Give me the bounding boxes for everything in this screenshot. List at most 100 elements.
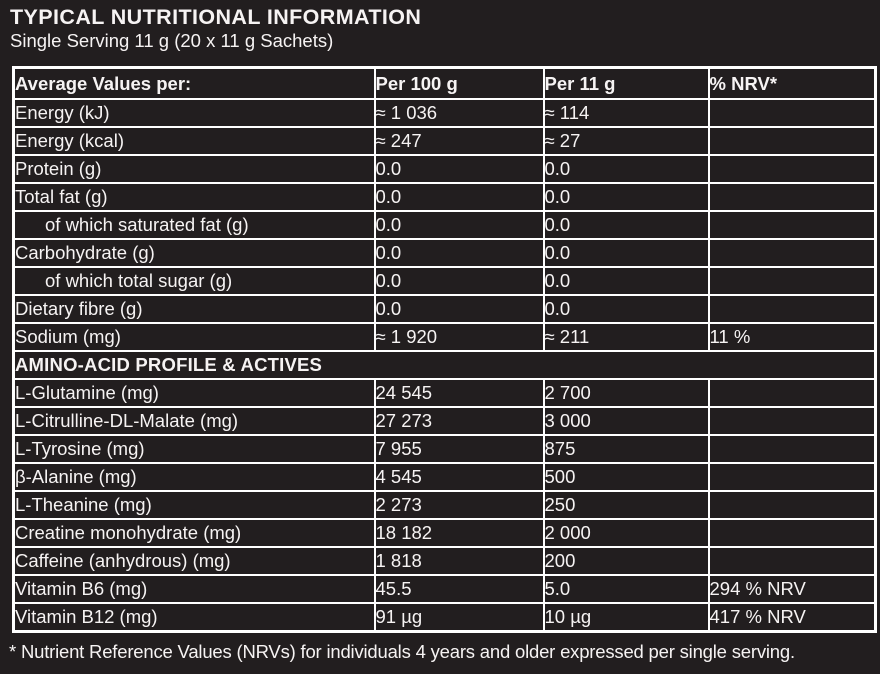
per-100g-value-cell: 0.0 bbox=[373, 266, 545, 296]
table-row: Energy (kJ) ≈ 1 036 ≈ 114 bbox=[12, 98, 877, 128]
per-100g-value-cell: 18 182 bbox=[373, 518, 545, 548]
col-header-per-100g: Per 100 g bbox=[373, 66, 545, 100]
row-label-cell: Sodium (mg) bbox=[12, 322, 376, 352]
nrv-value-cell: 417 % NRV bbox=[707, 602, 877, 633]
per-100g-value-cell: 1 818 bbox=[373, 546, 545, 576]
per-100g-value-cell: 4 545 bbox=[373, 462, 545, 492]
nrv-value-cell bbox=[707, 210, 877, 240]
per-11g-value-cell: 2 000 bbox=[542, 518, 710, 548]
per-100g-value-cell: 7 955 bbox=[373, 434, 545, 464]
per-11g-value-cell: 0.0 bbox=[542, 294, 710, 324]
table-row: β-Alanine (mg) 4 545 500 bbox=[12, 462, 877, 492]
section-header: AMINO-ACID PROFILE & ACTIVES bbox=[12, 350, 877, 380]
row-label-cell: Creatine monohydrate (mg) bbox=[12, 518, 376, 548]
nrv-value-cell bbox=[707, 462, 877, 492]
table-row: L-Theanine (mg) 2 273 250 bbox=[12, 490, 877, 520]
table-row: Creatine monohydrate (mg) 18 182 2 000 bbox=[12, 518, 877, 548]
nrv-footnote: * Nutrient Reference Values (NRVs) for i… bbox=[9, 641, 795, 662]
per-100g-value-cell: 91 µg bbox=[373, 602, 545, 633]
serving-subtitle: Single Serving 11 g (20 x 11 g Sachets) bbox=[10, 30, 334, 51]
per-11g-value-cell: 2 700 bbox=[542, 378, 710, 408]
row-label-cell: Energy (kJ) bbox=[12, 98, 376, 128]
table-row: Energy (kcal) ≈ 247 ≈ 27 bbox=[12, 126, 877, 156]
nutrition-table: Average Values per: Per 100 g Per 11 g %… bbox=[12, 66, 877, 633]
per-11g-value-cell: 5.0 bbox=[542, 574, 710, 604]
section-row: AMINO-ACID PROFILE & ACTIVES bbox=[12, 350, 877, 380]
table-row: Sodium (mg) ≈ 1 920 ≈ 211 11 % bbox=[12, 322, 877, 352]
row-label-cell: Protein (g) bbox=[12, 154, 376, 184]
per-11g-value-cell: 0.0 bbox=[542, 266, 710, 296]
per-100g-value-cell: 24 545 bbox=[373, 378, 545, 408]
per-100g-value-cell: ≈ 1 036 bbox=[373, 98, 545, 128]
per-100g-value-cell: 0.0 bbox=[373, 154, 545, 184]
nrv-value-cell bbox=[707, 154, 877, 184]
per-11g-value-cell: 875 bbox=[542, 434, 710, 464]
table-row: Carbohydrate (g) 0.0 0.0 bbox=[12, 238, 877, 268]
nrv-value-cell bbox=[707, 126, 877, 156]
table-row: of which total sugar (g) 0.0 0.0 bbox=[12, 266, 877, 296]
per-11g-value-cell: 250 bbox=[542, 490, 710, 520]
row-label-cell: β-Alanine (mg) bbox=[12, 462, 376, 492]
nrv-value-cell bbox=[707, 406, 877, 436]
row-label-cell: Total fat (g) bbox=[12, 182, 376, 212]
col-header-nrv: % NRV* bbox=[707, 66, 877, 100]
per-11g-value-cell: 0.0 bbox=[542, 238, 710, 268]
per-100g-value-cell: 0.0 bbox=[373, 182, 545, 212]
row-label-cell: Energy (kcal) bbox=[12, 126, 376, 156]
row-label-cell: L-Theanine (mg) bbox=[12, 490, 376, 520]
row-label-cell: Dietary fibre (g) bbox=[12, 294, 376, 324]
nrv-value-cell bbox=[707, 546, 877, 576]
per-100g-value-cell: 45.5 bbox=[373, 574, 545, 604]
per-100g-value-cell: 2 273 bbox=[373, 490, 545, 520]
per-11g-value-cell: ≈ 27 bbox=[542, 126, 710, 156]
table-row: Dietary fibre (g) 0.0 0.0 bbox=[12, 294, 877, 324]
table-row: of which saturated fat (g) 0.0 0.0 bbox=[12, 210, 877, 240]
table-row: Vitamin B12 (mg) 91 µg 10 µg 417 % NRV bbox=[12, 602, 877, 633]
header-row: Average Values per: Per 100 g Per 11 g %… bbox=[12, 66, 877, 100]
nrv-value-cell: 294 % NRV bbox=[707, 574, 877, 604]
table-row: L-Tyrosine (mg) 7 955 875 bbox=[12, 434, 877, 464]
col-header-per-11g: Per 11 g bbox=[542, 66, 710, 100]
nrv-value-cell bbox=[707, 378, 877, 408]
per-100g-value-cell: 0.0 bbox=[373, 210, 545, 240]
table-body: Energy (kJ) ≈ 1 036 ≈ 114 Energy (kcal) ≈ 24… bbox=[12, 98, 877, 633]
row-label-cell: Caffeine (anhydrous) (mg) bbox=[12, 546, 376, 576]
nrv-value-cell: 11 % bbox=[707, 322, 877, 352]
page-title: TYPICAL NUTRITIONAL INFORMATION bbox=[10, 5, 422, 29]
per-11g-value-cell: ≈ 114 bbox=[542, 98, 710, 128]
per-11g-value-cell: 500 bbox=[542, 462, 710, 492]
nrv-value-cell bbox=[707, 518, 877, 548]
row-label-cell: Vitamin B6 (mg) bbox=[12, 574, 376, 604]
table-row: Caffeine (anhydrous) (mg) 1 818 200 bbox=[12, 546, 877, 576]
table-row: Vitamin B6 (mg) 45.5 5.0 294 % NRV bbox=[12, 574, 877, 604]
table-row: Total fat (g) 0.0 0.0 bbox=[12, 182, 877, 212]
nrv-value-cell bbox=[707, 434, 877, 464]
per-11g-value-cell: 3 000 bbox=[542, 406, 710, 436]
table-row: Protein (g) 0.0 0.0 bbox=[12, 154, 877, 184]
per-11g-value-cell: 10 µg bbox=[542, 602, 710, 633]
per-11g-value-cell: ≈ 211 bbox=[542, 322, 710, 352]
table-row: L-Citrulline-DL-Malate (mg) 27 273 3 000 bbox=[12, 406, 877, 436]
col-header-average-values: Average Values per: bbox=[12, 66, 376, 100]
table-row: L-Glutamine (mg) 24 545 2 700 bbox=[12, 378, 877, 408]
per-100g-value-cell: 0.0 bbox=[373, 294, 545, 324]
row-label-cell: Carbohydrate (g) bbox=[12, 238, 376, 268]
per-11g-value-cell: 0.0 bbox=[542, 154, 710, 184]
nrv-value-cell bbox=[707, 490, 877, 520]
nrv-value-cell bbox=[707, 266, 877, 296]
nrv-value-cell bbox=[707, 98, 877, 128]
per-11g-value-cell: 200 bbox=[542, 546, 710, 576]
row-label-cell: of which total sugar (g) bbox=[12, 266, 376, 296]
nrv-value-cell bbox=[707, 238, 877, 268]
nrv-value-cell bbox=[707, 294, 877, 324]
per-100g-value-cell: ≈ 1 920 bbox=[373, 322, 545, 352]
per-11g-value-cell: 0.0 bbox=[542, 210, 710, 240]
nrv-value-cell bbox=[707, 182, 877, 212]
row-label-cell: of which saturated fat (g) bbox=[12, 210, 376, 240]
row-label-cell: L-Tyrosine (mg) bbox=[12, 434, 376, 464]
per-11g-value-cell: 0.0 bbox=[542, 182, 710, 212]
row-label-cell: L-Glutamine (mg) bbox=[12, 378, 376, 408]
row-label-cell: Vitamin B12 (mg) bbox=[12, 602, 376, 633]
per-100g-value-cell: 27 273 bbox=[373, 406, 545, 436]
per-100g-value-cell: 0.0 bbox=[373, 238, 545, 268]
